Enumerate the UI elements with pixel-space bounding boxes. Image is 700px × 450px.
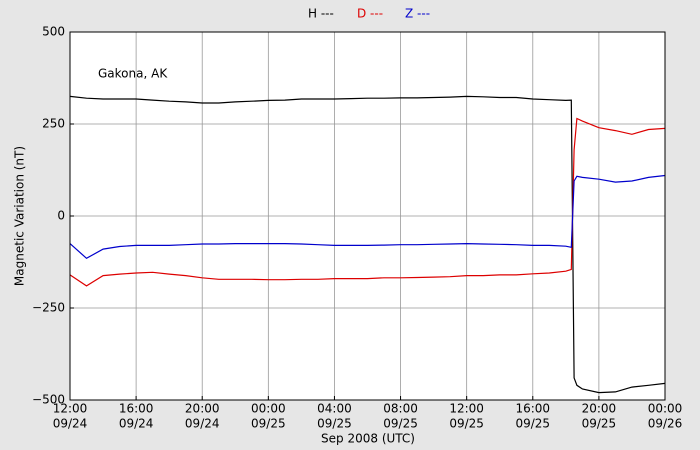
x-tick-label: 09/25 xyxy=(582,417,617,431)
y-axis-label: Magnetic Variation (nT) xyxy=(13,146,27,286)
x-tick-label: 09/24 xyxy=(119,417,154,431)
x-tick-label: 16:00 xyxy=(515,402,550,416)
x-tick-label: 00:00 xyxy=(251,402,286,416)
legend-entry: Z --- xyxy=(405,7,430,21)
x-tick-label: 09/25 xyxy=(449,417,484,431)
x-tick-label: 12:00 xyxy=(53,402,88,416)
x-tick-label: 09/25 xyxy=(515,417,550,431)
y-tick-label: −250 xyxy=(32,301,65,315)
lines xyxy=(69,95,666,394)
series-line xyxy=(69,174,666,260)
annotation: Gakona, AK xyxy=(98,67,168,81)
x-tick-label: 12:00 xyxy=(449,402,484,416)
x-tick-label: 00:00 xyxy=(648,402,683,416)
ticks: −500−250025050012:0009/2416:0009/2420:00… xyxy=(32,25,682,431)
x-tick-label: 09/25 xyxy=(251,417,286,431)
x-tick-label: 09/25 xyxy=(317,417,352,431)
x-tick-label: 04:00 xyxy=(317,402,352,416)
x-tick-label: 09/24 xyxy=(53,417,88,431)
x-tick-label: 09/24 xyxy=(185,417,220,431)
x-tick-label: 20:00 xyxy=(185,402,220,416)
y-tick-label: −500 xyxy=(32,393,65,407)
legend-entry: D --- xyxy=(357,7,383,21)
x-tick-label: 09/26 xyxy=(648,417,683,431)
x-tick-label: 09/25 xyxy=(383,417,418,431)
x-tick-label: 16:00 xyxy=(119,402,154,416)
x-axis-label: Sep 2008 (UTC) xyxy=(321,432,415,446)
y-tick-label: 0 xyxy=(57,209,65,223)
x-tick-label: 08:00 xyxy=(383,402,418,416)
legend-entry: H --- xyxy=(308,7,334,21)
x-tick-label: 20:00 xyxy=(582,402,617,416)
series-line xyxy=(69,117,666,287)
series-line xyxy=(69,95,666,394)
y-tick-label: 500 xyxy=(42,25,65,39)
y-tick-label: 250 xyxy=(42,117,65,131)
legend: H --- D --- Z --- xyxy=(308,7,430,21)
